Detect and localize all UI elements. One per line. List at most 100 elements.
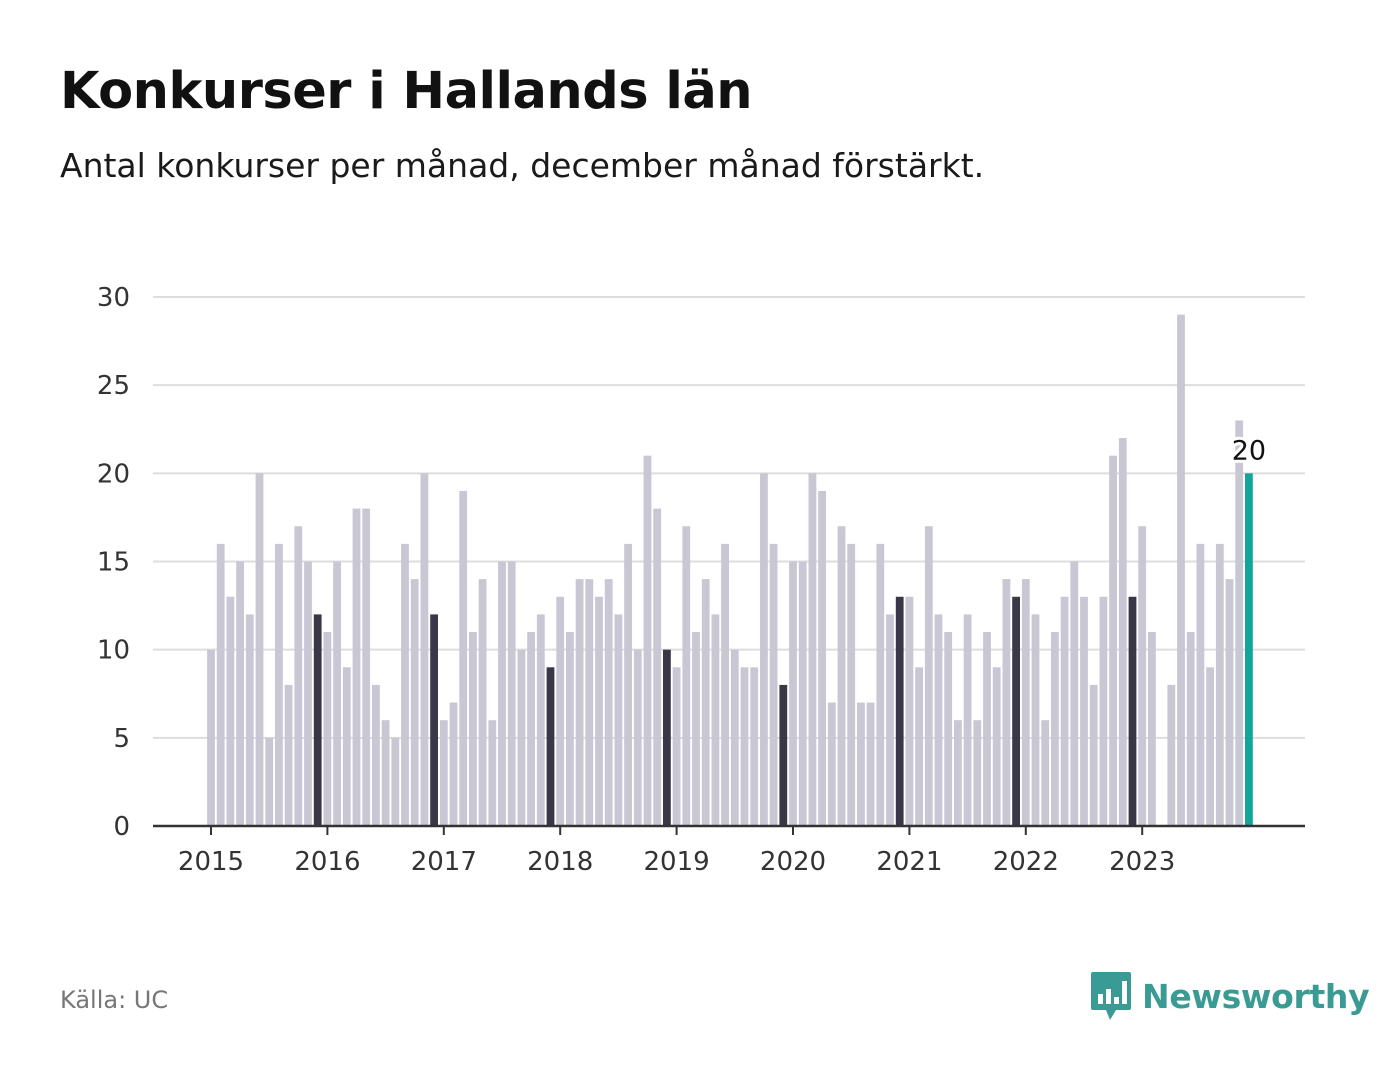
bar [740, 667, 749, 826]
bar [730, 649, 739, 826]
bar [1225, 579, 1234, 826]
bar [304, 561, 312, 826]
bar [226, 596, 235, 826]
x-tick-label: 2023 [1109, 847, 1175, 877]
bar [372, 684, 380, 826]
bar [614, 614, 623, 826]
bar [420, 473, 429, 826]
y-axis-ticks: 0 5 10 15 20 25 30 [97, 283, 130, 842]
bar [1235, 420, 1244, 826]
bar [653, 508, 662, 826]
data-labels: 20 [1229, 432, 1269, 469]
bar [1148, 632, 1156, 826]
bar [1245, 473, 1253, 826]
bar [633, 649, 642, 826]
bar [886, 614, 894, 826]
bar [1206, 667, 1214, 826]
bar [973, 720, 982, 826]
bar [1031, 614, 1040, 826]
y-tick-label: 25 [97, 371, 130, 401]
bar [798, 561, 807, 826]
bar [1167, 684, 1176, 826]
bar [1128, 596, 1137, 826]
bar [1070, 561, 1079, 826]
x-tick-label: 2021 [876, 847, 942, 877]
bar [1051, 632, 1059, 826]
bar [469, 632, 477, 826]
bar [546, 667, 555, 826]
bar [536, 614, 545, 826]
bar [915, 667, 923, 826]
bar [1215, 543, 1224, 826]
bar [391, 737, 400, 826]
bar [255, 473, 264, 826]
bar [924, 526, 933, 826]
bar [682, 526, 691, 826]
bar [459, 490, 468, 826]
bar [439, 720, 448, 826]
chart-title: Konkurser i Hallands län [60, 62, 753, 121]
bar [827, 702, 836, 826]
bar [566, 632, 574, 826]
bar [556, 596, 565, 826]
brand-name: Newsworthy [1142, 976, 1370, 1016]
bar [672, 667, 681, 826]
bar [1060, 596, 1069, 826]
bar [1196, 543, 1205, 826]
y-tick-label: 10 [97, 636, 130, 666]
bar [905, 596, 914, 826]
bar [401, 543, 409, 826]
bar [498, 561, 506, 826]
chart-subtitle: Antal konkurser per månad, december måna… [60, 146, 985, 185]
bar [701, 579, 710, 826]
bar [818, 490, 826, 826]
y-tick-label: 30 [97, 283, 130, 313]
x-tick-label: 2020 [760, 847, 826, 877]
bar [779, 684, 788, 826]
bar [663, 649, 671, 826]
bar [895, 596, 904, 826]
bar [449, 702, 458, 826]
bar [1186, 632, 1195, 826]
source-note: Källa: UC [60, 986, 169, 1014]
latest-value-label: 20 [1232, 435, 1266, 466]
bar [1089, 684, 1098, 826]
bar [992, 667, 1001, 826]
bar [216, 543, 225, 826]
bar [954, 720, 962, 826]
bar [575, 579, 584, 826]
bar-chart-speech-bubble-icon [1091, 972, 1131, 1020]
bar [643, 455, 652, 826]
bar [275, 543, 283, 826]
bar [1080, 596, 1088, 826]
bar [284, 684, 293, 826]
bar [1099, 596, 1108, 826]
bar [517, 649, 526, 826]
bar [507, 561, 516, 826]
bar [808, 473, 817, 826]
bar [963, 614, 972, 826]
bar [245, 614, 254, 826]
bar [478, 579, 487, 826]
bar [362, 508, 371, 826]
y-tick-label: 0 [113, 812, 130, 842]
bar [488, 720, 497, 826]
bar [857, 702, 865, 826]
bar [1041, 720, 1050, 826]
x-tick-label: 2019 [644, 847, 710, 877]
bar [847, 543, 856, 826]
bar [750, 667, 759, 826]
x-tick-label: 2015 [178, 847, 244, 877]
bar [721, 543, 729, 826]
bar [381, 720, 390, 826]
x-tick-label: 2017 [411, 847, 477, 877]
bar [585, 579, 594, 826]
bar [1118, 438, 1127, 826]
bar [333, 561, 341, 826]
bar [342, 667, 351, 826]
brand-logo: Newsworthy [1090, 968, 1370, 1024]
bar [352, 508, 361, 826]
bar [983, 632, 991, 826]
bar [1177, 314, 1185, 826]
